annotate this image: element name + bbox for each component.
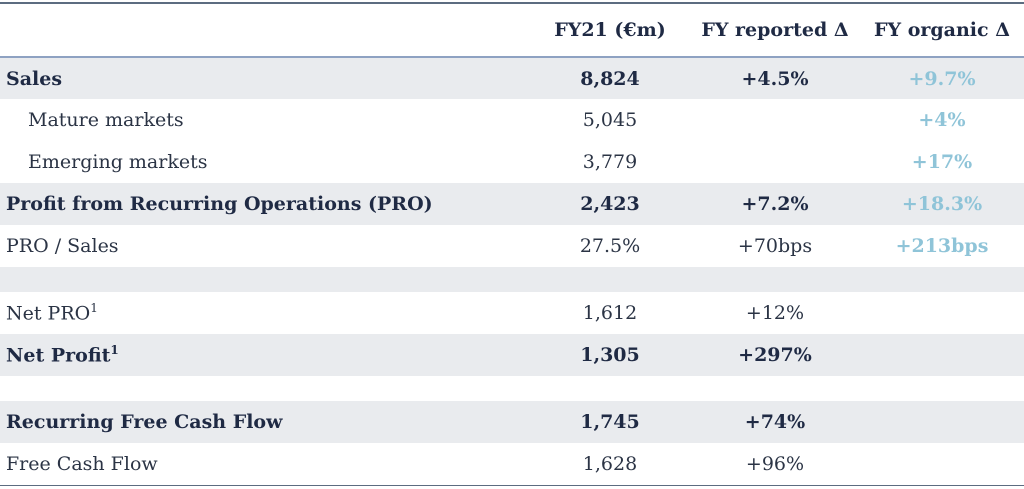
table-row: Net PRO1 1,612 +12% (0, 292, 1024, 334)
reported-cell: +70bps (737, 235, 813, 257)
label-text: PRO / Sales (6, 235, 119, 257)
table-row: Profit from Recurring Operations (PRO) 2,… (0, 183, 1024, 225)
row-label: Net Profit1 (0, 334, 530, 376)
label-text: Recurring Free Cash Flow (6, 411, 283, 433)
row-label: Net PRO1 (0, 292, 530, 334)
reported-cell: +74% (744, 411, 806, 433)
table-row: Sales 8,824 +4.5% +9.7% (0, 57, 1024, 99)
table-row: Free Cash Flow 1,628 +96% (0, 443, 1024, 485)
reported-cell: +4.5% (741, 67, 809, 90)
row-label: PRO / Sales (0, 225, 530, 267)
spacer-row (0, 267, 1024, 292)
row-label: Free Cash Flow (0, 443, 530, 485)
organic-cell (860, 334, 1024, 376)
label-text: Mature markets (28, 109, 184, 131)
fy21-cell: 1,305 (580, 344, 640, 366)
spacer-cell (0, 267, 1024, 292)
reported-cell: +96% (745, 452, 805, 475)
fy21-cell: 1,745 (580, 411, 640, 433)
label-text: Net PRO (6, 302, 91, 325)
spacer-row (0, 376, 1024, 401)
label-text: Net Profit (6, 344, 111, 367)
table-row: Recurring Free Cash Flow 1,745 +74% (0, 401, 1024, 443)
organic-cell (860, 292, 1024, 334)
reported-cell: +12% (745, 302, 805, 324)
organic-cell: +17% (911, 151, 973, 173)
header-blank (0, 3, 530, 58)
fy21-cell: 5,045 (582, 109, 638, 131)
header-cell: FY organic Δ (860, 3, 1024, 58)
organic-cell (860, 443, 1024, 485)
organic-cell: +213bps (895, 235, 989, 257)
organic-cell: +4% (918, 109, 966, 131)
table-row: Net Profit1 1,305 +297% (0, 334, 1024, 376)
table-row: PRO / Sales 27.5% +70bps +213bps (0, 225, 1024, 267)
fy21-cell: 2,423 (580, 193, 640, 215)
fy21-cell: 1,612 (582, 302, 638, 324)
label-text: Sales (6, 67, 63, 90)
label-text: Profit from Recurring Operations (PRO) (6, 193, 433, 215)
table-row: Mature markets 5,045 +4% (0, 99, 1024, 141)
row-label: Emerging markets (0, 141, 530, 183)
table-row: Emerging markets 3,779 +17% (0, 141, 1024, 183)
organic-cell: +9.7% (908, 67, 976, 90)
reported-cell: +7.2% (741, 193, 809, 215)
label-text: Free Cash Flow (6, 452, 158, 475)
row-label: Mature markets (0, 99, 530, 141)
fy21-cell: 8,824 (580, 67, 640, 90)
organic-cell: +18.3% (901, 193, 983, 215)
fy21-cell: 27.5% (579, 235, 641, 257)
row-label: Profit from Recurring Operations (PRO) (0, 183, 530, 225)
footnote-mark: 1 (110, 343, 119, 358)
label-text: Emerging markets (28, 151, 208, 173)
header-cell: FY reported Δ (690, 3, 860, 58)
fy21-cell: 1,628 (582, 452, 638, 475)
header-row: FY21 (€m) FY reported Δ FY organic Δ (0, 3, 1024, 58)
fy21-cell: 3,779 (582, 151, 638, 173)
reported-cell: +297% (738, 344, 812, 366)
row-label: Sales (0, 57, 530, 99)
row-label: Recurring Free Cash Flow (0, 401, 530, 443)
reported-cell (690, 141, 860, 183)
organic-cell (860, 401, 1024, 443)
spacer-cell (0, 376, 1024, 401)
footnote-mark: 1 (90, 301, 98, 316)
header-cell: FY21 (€m) (530, 3, 690, 58)
reported-cell (690, 99, 860, 141)
